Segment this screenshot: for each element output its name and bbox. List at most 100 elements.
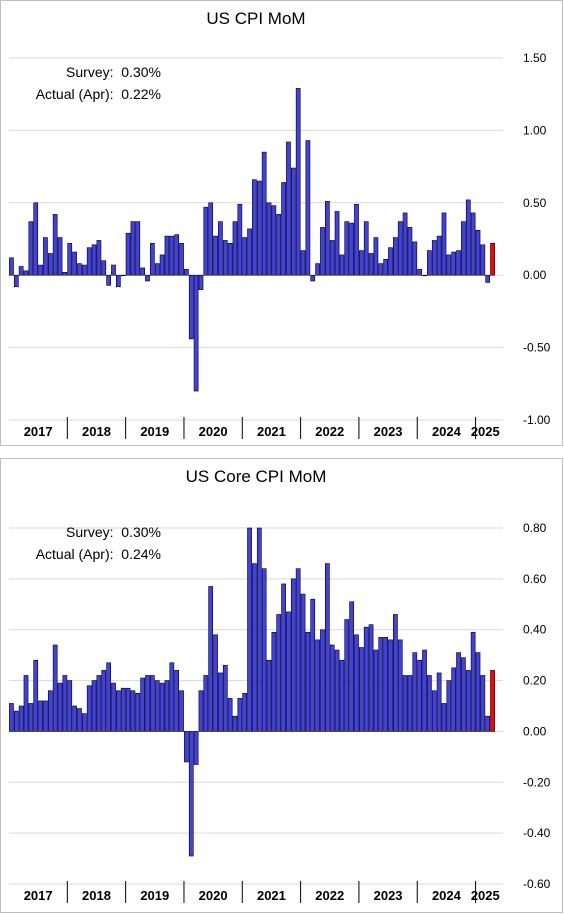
bar: [310, 598, 316, 732]
bar: [57, 237, 63, 276]
y-tick-label: 0.50: [523, 196, 547, 210]
bar: [397, 221, 403, 276]
bar: [378, 263, 384, 276]
y-tick-label: -0.60: [523, 877, 551, 891]
y-tick-label: -0.50: [523, 341, 551, 355]
bar: [198, 274, 204, 290]
chart-title: US Core CPI MoM: [185, 467, 327, 486]
bar: [475, 652, 481, 732]
bar: [475, 230, 481, 276]
x-tick-label: 2025: [471, 424, 500, 439]
bar: [218, 672, 223, 732]
bar: [315, 263, 320, 276]
bar: [9, 703, 14, 732]
bar: [252, 179, 257, 276]
y-tick-label: 0.00: [523, 724, 547, 738]
bar: [402, 212, 408, 276]
bar: [300, 593, 306, 732]
bar: [286, 141, 291, 276]
bar: [276, 614, 282, 732]
bar: [47, 253, 53, 276]
bar: [208, 586, 214, 732]
bar: [461, 657, 466, 732]
bar: [96, 240, 102, 276]
bar: [150, 243, 155, 276]
bar: [252, 563, 257, 732]
bar: [320, 227, 325, 276]
bar: [242, 237, 248, 276]
bar: [62, 272, 68, 276]
actual-value: 0.24%: [121, 546, 161, 562]
bar: [227, 243, 233, 276]
bar: [242, 692, 248, 732]
bar: [344, 619, 350, 732]
actual-label: Actual (Apr):: [35, 546, 114, 562]
bar: [480, 675, 486, 732]
bar: [378, 637, 384, 732]
bar: [354, 634, 359, 732]
bar: [179, 690, 184, 732]
survey-value: 0.30%: [121, 524, 161, 540]
bar: [77, 708, 82, 732]
bar: [417, 269, 423, 276]
bar: [441, 212, 447, 276]
bar: [130, 690, 136, 732]
bar: [310, 274, 316, 282]
y-tick-label: 1.50: [523, 51, 547, 65]
bar: [174, 234, 180, 276]
bar: [324, 201, 330, 276]
bar: [407, 227, 413, 276]
core-cpi-chart: 0.80 0.60 0.40 0.20 0.00 -0.20 -0.40 -0.60 2017 2…: [9, 521, 551, 903]
x-tick-label: 2024: [432, 424, 462, 439]
bar: [43, 700, 48, 732]
bar: [290, 578, 296, 732]
bar: [271, 631, 277, 732]
bar: [125, 687, 131, 732]
y-tick-label: 0.00: [523, 268, 547, 282]
bar: [295, 88, 301, 276]
bar: [359, 250, 364, 276]
bar: [193, 274, 199, 392]
bar: [470, 212, 476, 276]
bar: [456, 250, 461, 276]
bar: [334, 211, 340, 276]
bar: [305, 631, 311, 732]
x-tick-label: 2025: [471, 888, 500, 903]
bar: [184, 731, 189, 763]
bar: [67, 680, 73, 732]
bar: [227, 698, 233, 732]
bar: [397, 639, 403, 732]
y-tick-label: -0.20: [523, 775, 551, 789]
bar: [266, 202, 272, 276]
bar: [213, 235, 218, 276]
bar: [349, 222, 354, 276]
x-tick-label: 2022: [315, 888, 344, 903]
bar: [28, 703, 34, 732]
bar: [465, 670, 471, 732]
bar: [431, 690, 437, 732]
bar: [67, 243, 73, 276]
bar: [320, 629, 325, 732]
bar: [363, 221, 369, 276]
bar: [446, 680, 452, 732]
bar: [116, 690, 121, 732]
bar: [232, 221, 238, 276]
survey-label: Survey:: [66, 524, 114, 540]
bar: [23, 270, 29, 276]
cpi-chart: 1.50 1.00 0.50 0.00 -0.50 -1.00 2017 2018 2019 20…: [9, 51, 551, 439]
bar: [305, 140, 311, 276]
bar-latest: [490, 670, 495, 732]
survey-label: Survey:: [66, 64, 114, 80]
bar: [72, 705, 77, 732]
bar: [388, 639, 393, 732]
bar: [222, 240, 228, 276]
bar: [120, 687, 126, 732]
bar: [485, 715, 491, 732]
bar: [91, 244, 97, 276]
bar: [140, 267, 145, 276]
bar: [271, 205, 277, 276]
bar: [159, 254, 165, 276]
bar: [174, 670, 180, 732]
bar: [193, 731, 199, 765]
bar: [43, 237, 48, 276]
